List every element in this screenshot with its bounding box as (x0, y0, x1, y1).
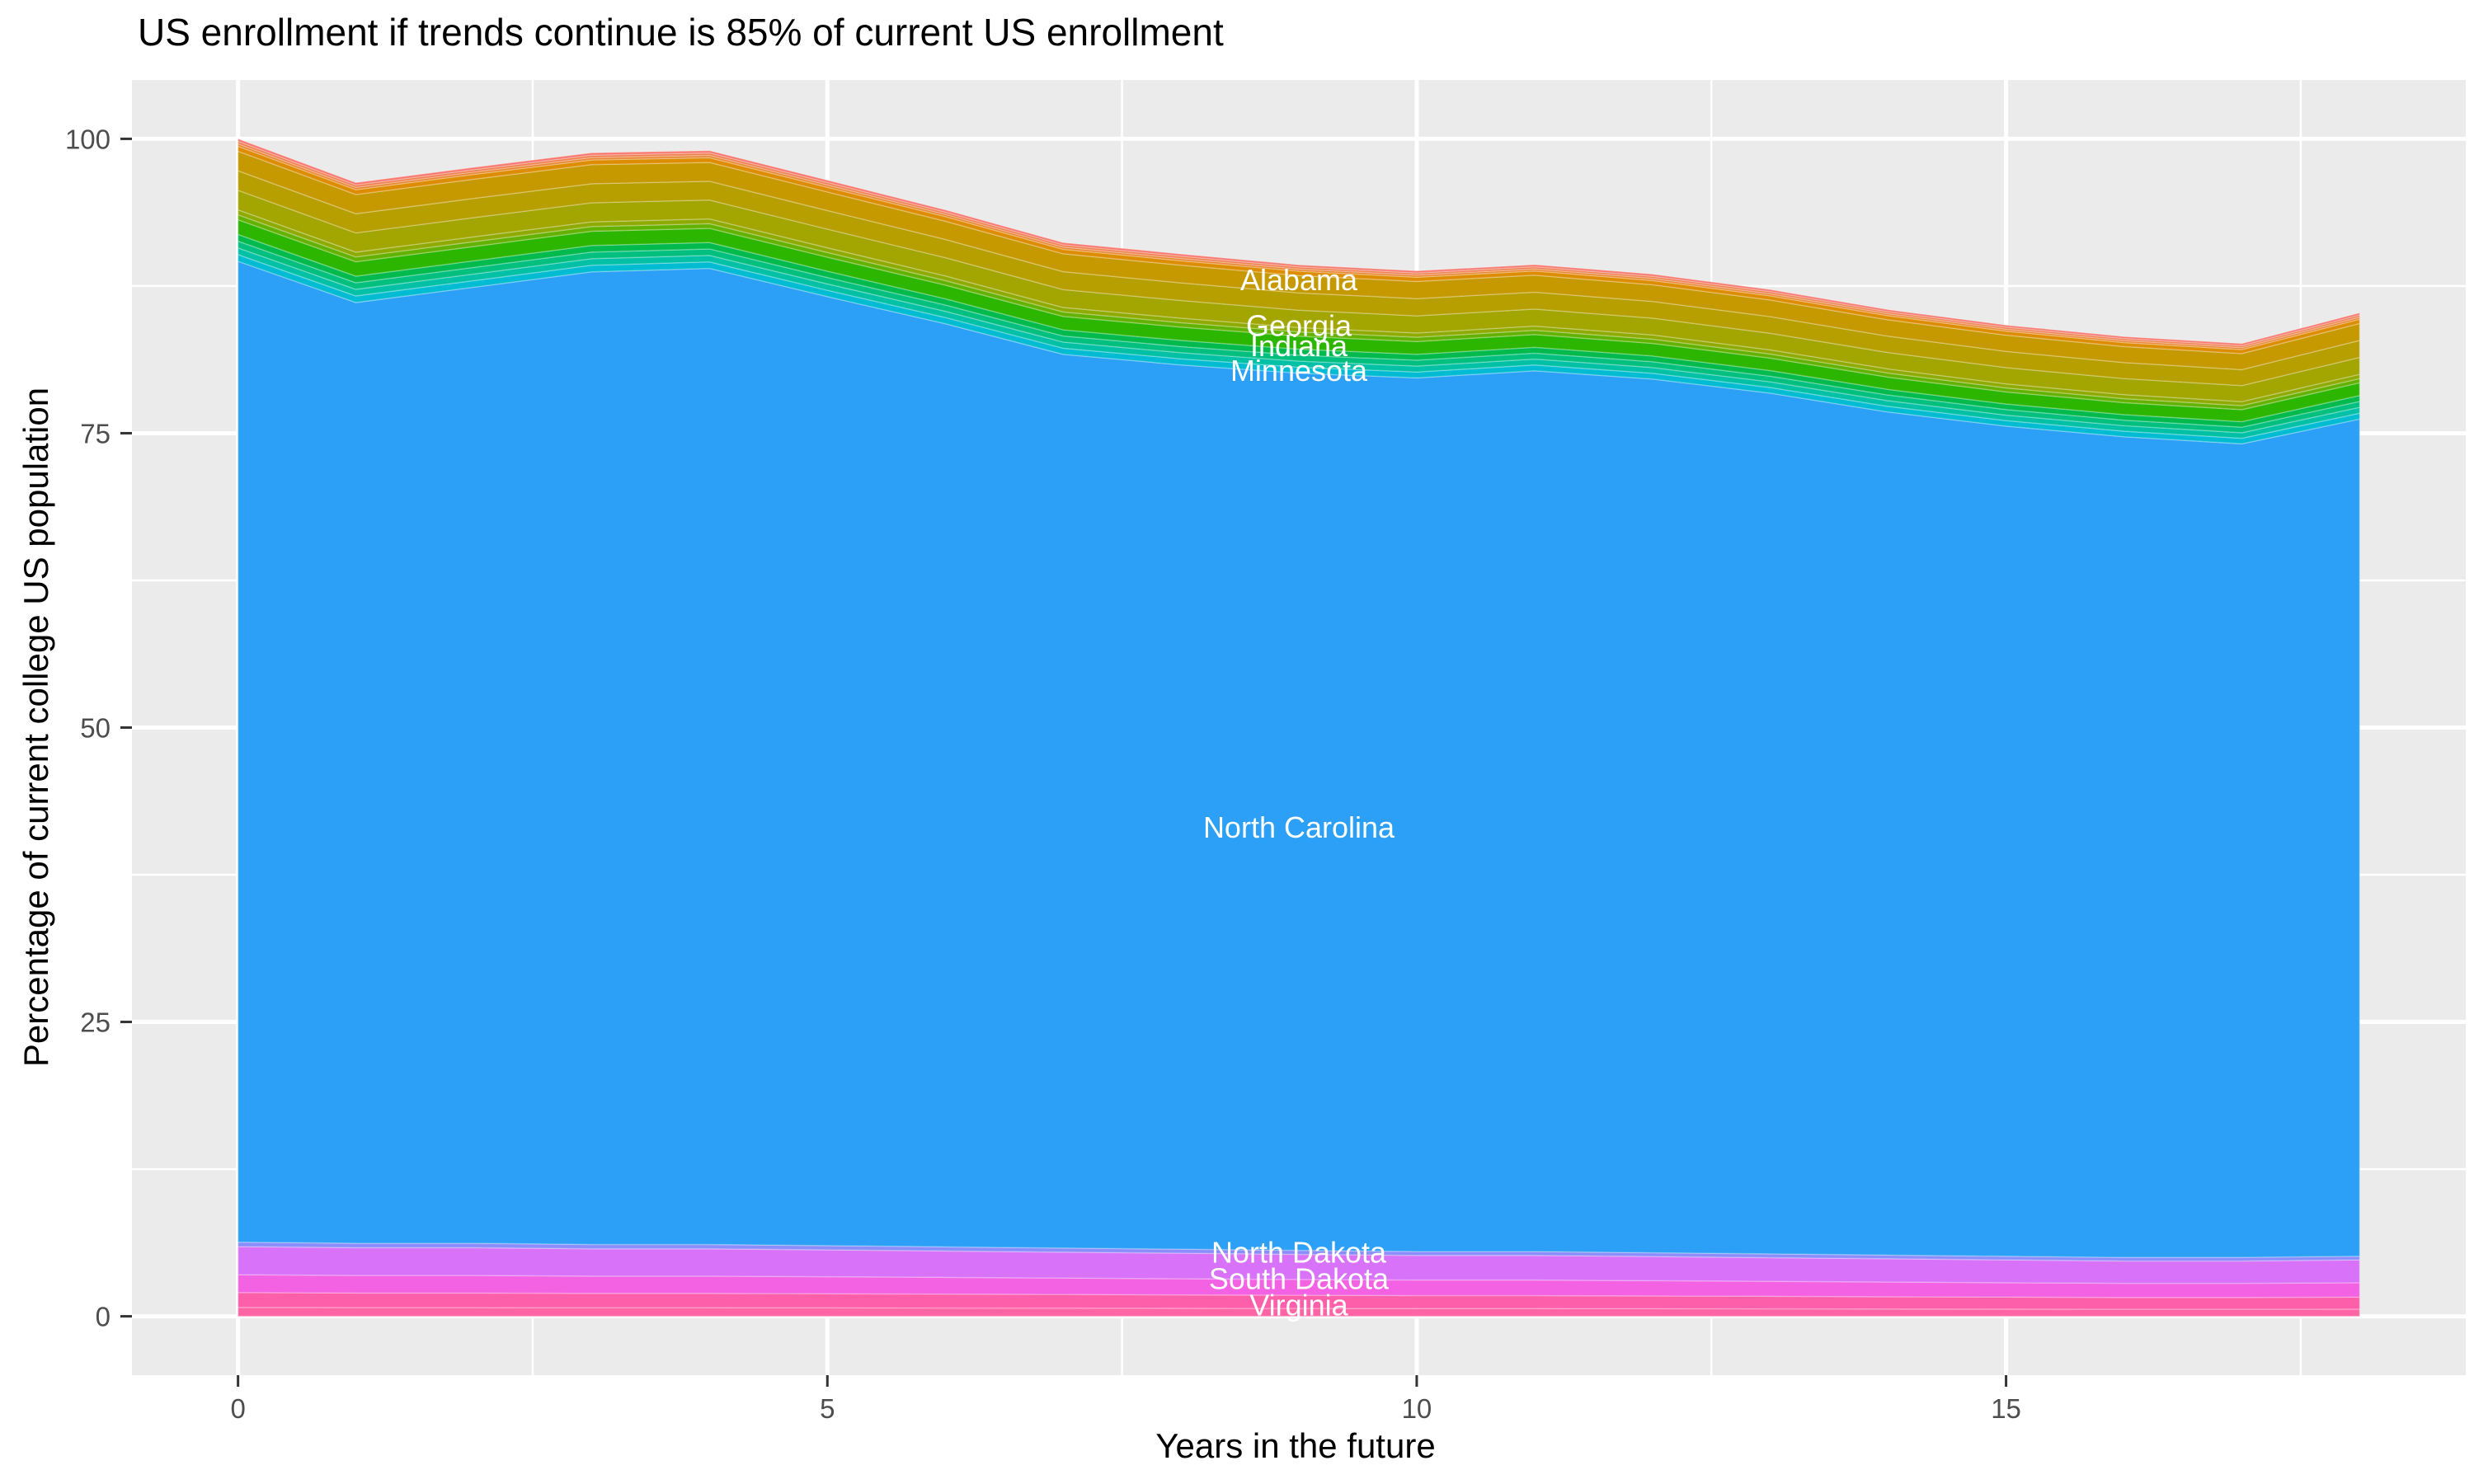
state-label-indiana: Indiana (1250, 329, 1348, 363)
state-label-north-carolina: North Carolina (1203, 810, 1395, 844)
state-label-north-dakota: North Dakota (1211, 1235, 1387, 1269)
state-label-virginia: Virginia (1249, 1289, 1348, 1322)
x-tick-label: 15 (1991, 1393, 2021, 1424)
state-label-south-dakota: South Dakota (1209, 1262, 1390, 1296)
y-axis-title: Percentage of current college US populat… (16, 387, 55, 1067)
y-tick-label: 25 (80, 1007, 111, 1038)
state-label-alabama: Alabama (1240, 263, 1358, 297)
stacked-areas (237, 138, 2361, 1317)
axis-tick-labels: 0 5 10 15 0 25 50 75 100 (65, 124, 2021, 1424)
area-unlabeled-band-4 (237, 145, 2361, 355)
state-label-georgia: Georgia (1246, 308, 1352, 342)
y-tick-label: 50 (80, 713, 111, 744)
x-tick-label: 0 (230, 1393, 245, 1424)
y-tick-label: 100 (65, 124, 111, 154)
y-tick-label: 0 (96, 1302, 111, 1332)
y-tick-label: 75 (80, 418, 111, 448)
area-alabama (237, 138, 2361, 346)
area-georgia (237, 170, 2361, 387)
x-tick-label: 10 (1402, 1393, 1432, 1424)
x-axis-title: Years in the future (1155, 1426, 1435, 1465)
state-label-minnesota: Minnesota (1230, 354, 1368, 387)
plot-title: US enrollment if trends continue is 85% … (138, 11, 1224, 54)
x-tick-label: 5 (820, 1393, 835, 1424)
axis-tick-marks (120, 137, 2008, 1387)
area-unlabeled-band-2 (237, 140, 2361, 349)
area-unlabeled-band-3 (237, 143, 2361, 350)
